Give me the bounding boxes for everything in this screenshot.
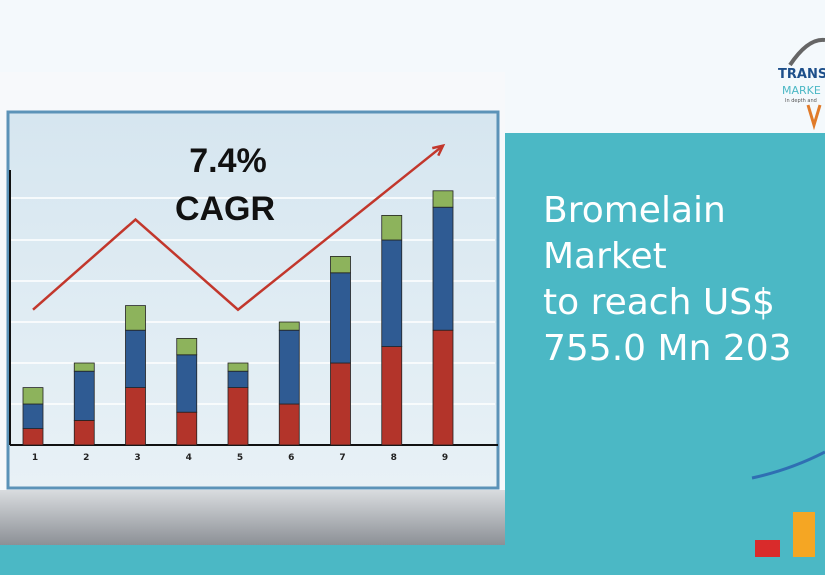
bar-segment [227, 362, 249, 372]
bar-segment [125, 305, 146, 331]
x-tick-label: 2 [83, 453, 89, 463]
logo-tagline: In depth and [785, 98, 817, 104]
bar-segment [278, 329, 300, 405]
x-tick-label: 4 [186, 453, 192, 463]
bar-segment [73, 362, 95, 372]
bar-segment [278, 403, 300, 446]
bar-segment [330, 255, 351, 274]
trend-line [32, 144, 444, 312]
deco-arc [751, 450, 825, 480]
x-tick-label: 5 [237, 453, 243, 463]
logo-text: TRANS [778, 67, 825, 82]
x-tick-label: 3 [134, 453, 140, 463]
bar-segment [176, 337, 198, 356]
bar-segment [227, 387, 249, 446]
teal-panel [505, 133, 825, 575]
annotation: CAGR [175, 190, 275, 228]
trend-arrowhead [431, 143, 446, 157]
floor [0, 490, 505, 545]
bar-segment [22, 403, 44, 430]
bar-segment [22, 387, 44, 405]
annotation: 7.4% [189, 142, 267, 180]
x-tick-label: 7 [339, 453, 345, 463]
bar-segment [125, 387, 146, 446]
bar-segment [330, 362, 351, 446]
bar-segment [73, 419, 95, 446]
bar-segment [381, 214, 403, 241]
bar-segment [227, 370, 249, 389]
teal-strip [0, 545, 825, 575]
deco-square [755, 540, 780, 557]
bar-segment [22, 428, 44, 446]
x-tick-label: 1 [32, 453, 38, 463]
logo-mark [806, 104, 822, 131]
x-tick-label: 8 [391, 453, 397, 463]
bar-segment [432, 190, 454, 208]
bar-segment [176, 354, 198, 413]
headline-line: to reach US$ [543, 282, 775, 323]
bar-segment [176, 411, 198, 446]
bar-segment [278, 321, 300, 331]
headline: Bromelain Market to reach US$ 755.0 Mn 2… [543, 190, 792, 369]
x-tick-label: 9 [442, 453, 448, 463]
grid [10, 197, 495, 405]
deco-bar [793, 512, 815, 557]
bar-segment [381, 239, 403, 347]
bar-segment [125, 329, 146, 389]
bar-segment [73, 370, 95, 421]
x-tick-label: 6 [288, 453, 294, 463]
headline-line: 755.0 Mn 203 [543, 328, 792, 369]
logo-arc [788, 37, 825, 67]
bar-segment [330, 272, 351, 364]
bar-segment [432, 329, 454, 446]
bar-segment [432, 206, 454, 331]
logo-text: MARKE [782, 84, 821, 97]
headline-line: Market [543, 236, 667, 277]
bar-segment [381, 346, 403, 446]
headline-line: Bromelain [543, 190, 726, 231]
